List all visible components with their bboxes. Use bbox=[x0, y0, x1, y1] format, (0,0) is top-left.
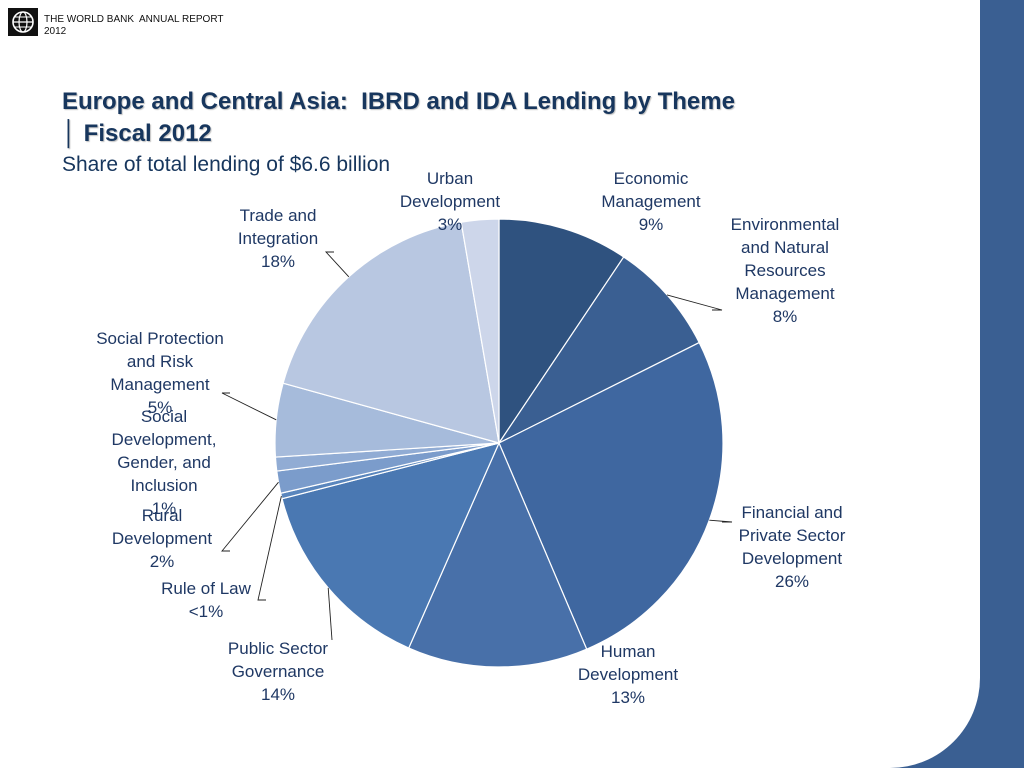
leader-line bbox=[324, 251, 350, 278]
slice-label: Urban Development bbox=[400, 169, 500, 211]
leader-line bbox=[327, 587, 333, 641]
slice-value-label: 26% bbox=[775, 572, 809, 591]
slice-value-label: 8% bbox=[773, 307, 798, 326]
page-number: 25 bbox=[944, 726, 959, 741]
slice-value-label: 18% bbox=[261, 252, 295, 271]
slice-label: Human Development bbox=[578, 642, 678, 684]
leader-line bbox=[709, 519, 733, 523]
slice-value-label: 2% bbox=[150, 552, 175, 571]
pie-slice bbox=[498, 341, 724, 650]
pie-slice bbox=[407, 441, 588, 668]
leader-line bbox=[666, 294, 723, 311]
slice-label: Environmental and Natural Resources Managem… bbox=[731, 215, 840, 303]
slice-label: Trade and Integration bbox=[238, 206, 318, 248]
report-year: 2012 bbox=[44, 26, 67, 37]
pie-slice bbox=[460, 218, 500, 444]
leader-line bbox=[257, 495, 282, 601]
slice-label: Financial and Private Sector Development bbox=[739, 503, 846, 568]
slice-value-label: 14% bbox=[261, 685, 295, 704]
leader-line bbox=[221, 392, 277, 421]
slice-label: Rural Development bbox=[112, 506, 212, 548]
slice-value-label: 5% bbox=[148, 398, 173, 417]
slice-label: Economic Management bbox=[601, 169, 701, 211]
slice-value-label: <1% bbox=[189, 602, 224, 621]
report-title: THE WORLD BANK ANNUAL REPORT bbox=[44, 14, 224, 25]
slice-value-label: 3% bbox=[438, 215, 463, 234]
slice-label: Public Sector Governance bbox=[228, 639, 328, 681]
slice-value-label: 1% bbox=[152, 499, 177, 518]
slice-value-label: 9% bbox=[639, 215, 664, 234]
leader-line bbox=[221, 481, 279, 552]
slide-subtitle: Share of total lending of $6.6 billion bbox=[62, 153, 391, 176]
slice-label: Rule of Law bbox=[161, 579, 251, 598]
pie-slice bbox=[498, 218, 625, 445]
world-bank-globe-icon bbox=[8, 8, 38, 36]
slide-title: Europe and Central Asia: IBRD and IDA Le… bbox=[62, 88, 735, 147]
slice-label: Social Protection and Risk Management bbox=[96, 329, 224, 394]
slice-label: Social Development, Gender, and Inclusion bbox=[112, 407, 217, 495]
pie-slice bbox=[282, 221, 500, 444]
slice-value-label: 13% bbox=[611, 688, 645, 707]
pie-slice bbox=[281, 442, 501, 649]
